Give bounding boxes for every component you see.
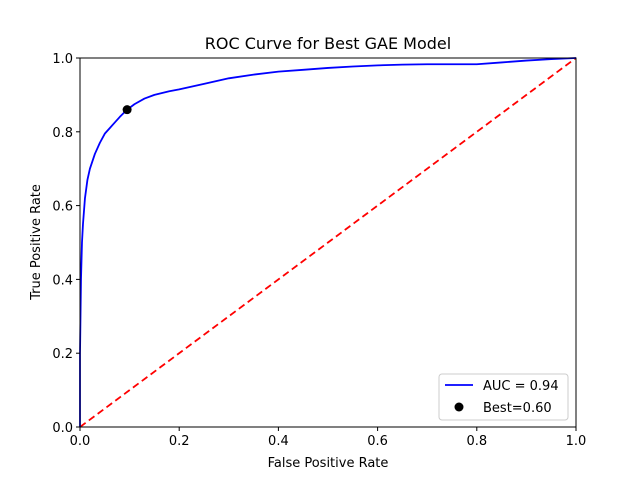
plot-points: [122, 105, 132, 115]
best-threshold-point: [122, 105, 132, 115]
x-tick-label: 0.0: [70, 434, 91, 449]
y-tick-label: 0.6: [52, 200, 73, 215]
legend: AUC = 0.94 Best=0.60: [438, 373, 569, 421]
plot-lines: [79, 57, 577, 428]
roc-curve-line: [79, 57, 577, 427]
y-tick-label: 0.0: [52, 421, 73, 436]
plot-frame: [79, 57, 577, 428]
x-axis-ticks: 0.0 0.2 0.4 0.6 0.8 1.0: [70, 427, 587, 449]
x-tick-label: 0.6: [367, 434, 388, 449]
random-classifier-line: [79, 57, 577, 428]
y-tick-label: 0.4: [52, 273, 73, 288]
x-tick-label: 0.4: [268, 434, 289, 449]
legend-label-best: Best=0.60: [483, 401, 552, 416]
y-tick-label: 0.2: [52, 347, 73, 362]
y-tick-label: 1.0: [52, 52, 73, 67]
x-tick-label: 1.0: [566, 434, 587, 449]
y-axis-ticks: 0.0 0.2 0.4 0.6 0.8 1.0: [52, 52, 80, 436]
legend-label-auc: AUC = 0.94: [483, 379, 559, 394]
y-axis-label: True Positive Rate: [29, 184, 44, 301]
legend-point-swatch: [454, 402, 464, 412]
x-tick-label: 0.8: [466, 434, 487, 449]
x-axis-label: False Positive Rate: [268, 456, 389, 471]
x-tick-label: 0.2: [169, 434, 190, 449]
y-tick-label: 0.8: [52, 126, 73, 141]
chart-title: ROC Curve for Best GAE Model: [205, 34, 451, 53]
